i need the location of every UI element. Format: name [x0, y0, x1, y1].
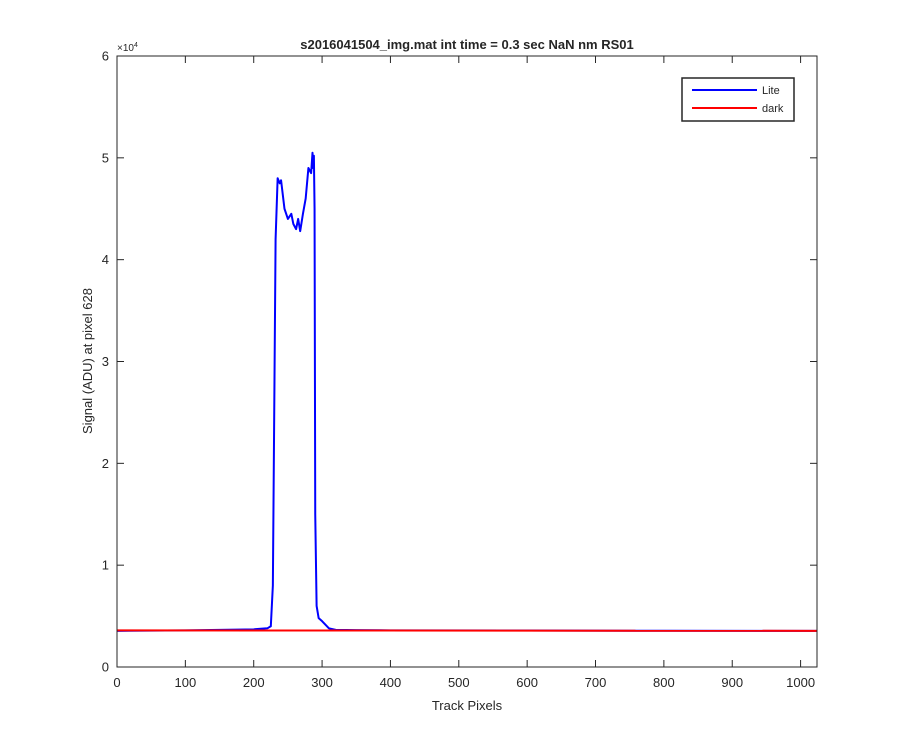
- x-tick-label: 1000: [786, 675, 815, 690]
- x-tick-label: 500: [448, 675, 470, 690]
- y-exponent-base: ×10: [117, 43, 134, 54]
- chart-title: s2016041504_img.mat int time = 0.3 sec N…: [300, 37, 634, 52]
- y-tick-label: 1: [102, 558, 109, 573]
- y-exponent-label: ×104: [117, 42, 138, 54]
- x-tick-label: 0: [113, 675, 120, 690]
- axes-box: [116, 55, 818, 668]
- y-tick-label: 2: [102, 456, 109, 471]
- x-axis-label: Track Pixels: [432, 698, 503, 713]
- x-tick-label: 100: [175, 675, 197, 690]
- legend-box: [681, 77, 795, 122]
- y-tick-label: 5: [102, 150, 109, 165]
- x-tick-label: 300: [311, 675, 333, 690]
- series-line-dark: [116, 629, 818, 632]
- x-tick-label: 900: [721, 675, 743, 690]
- x-tick-label: 800: [653, 675, 675, 690]
- x-tick-label: 200: [243, 675, 265, 690]
- x-tick-label: 600: [516, 675, 538, 690]
- legend-label-dark: dark: [762, 103, 784, 115]
- ticks-layer: 0 100 200 300 400 500 600 700 800 900 1000 0 1 2 3 4 5 6: [102, 49, 817, 690]
- y-tick-label: 0: [102, 660, 109, 675]
- legend: Lite dark: [681, 77, 795, 122]
- legend-label-lite: Lite: [762, 85, 780, 97]
- y-tick-label: 3: [102, 354, 109, 369]
- plot-area: [117, 56, 817, 667]
- x-tick-label: 700: [585, 675, 607, 690]
- y-tick-label: 4: [102, 252, 109, 267]
- y-axis-label: Signal (ADU) at pixel 628: [80, 288, 95, 434]
- x-tick-label: 400: [380, 675, 402, 690]
- series-layer: [116, 151, 818, 632]
- y-exponent-power: 4: [134, 42, 138, 49]
- y-tick-label: 6: [102, 49, 109, 64]
